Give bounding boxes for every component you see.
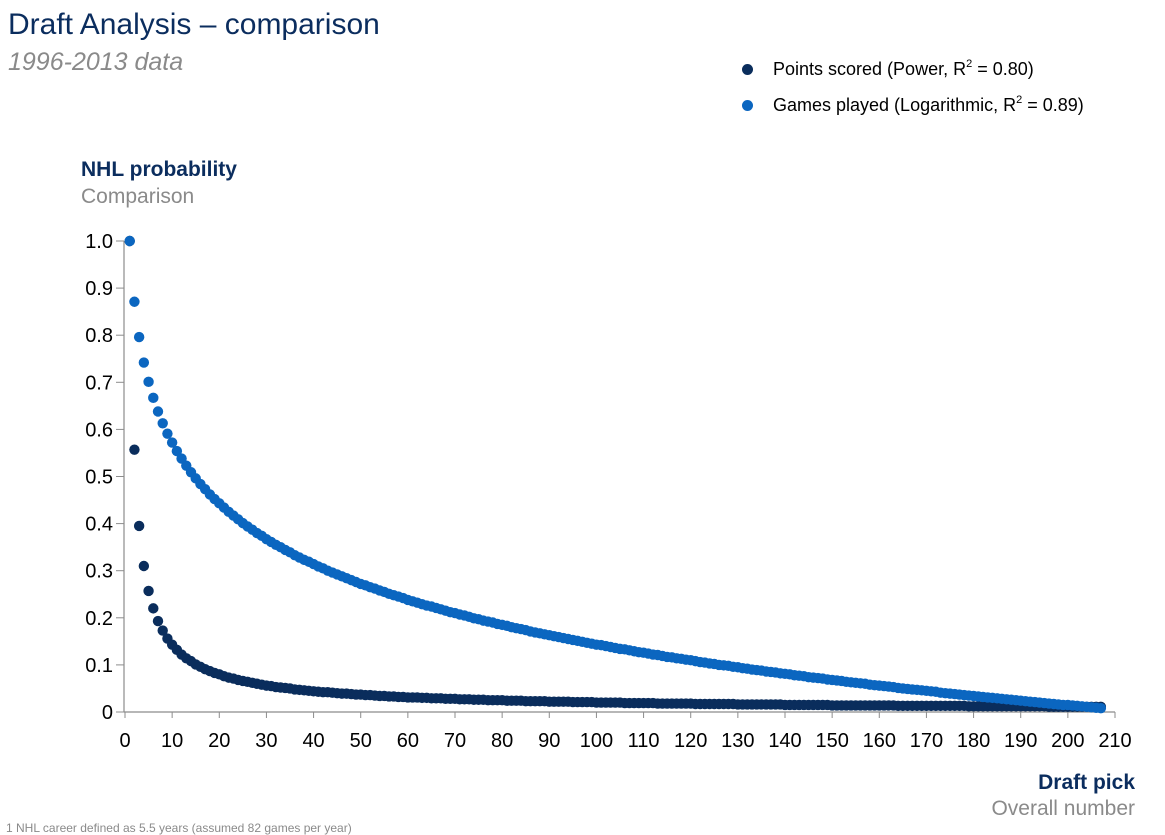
y-tick-label: 0 — [102, 702, 113, 724]
x-tick-label: 90 — [538, 730, 560, 752]
x-axis-subtitle: Overall number — [991, 797, 1135, 820]
x-tick-label: 80 — [491, 730, 513, 752]
legend-item-games-played: Games played (Logarithmic, R2 = 0.89) — [742, 94, 1084, 116]
legend-superscript: 2 — [966, 58, 973, 70]
data-point-games-played — [1095, 703, 1107, 714]
legend-superscript: 2 — [1016, 94, 1023, 106]
legend-text-tail: = 0.80) — [972, 59, 1034, 79]
data-point-games-played — [152, 406, 164, 417]
legend-label: Games played (Logarithmic, R2 = 0.89) — [773, 94, 1084, 116]
data-point-points-scored — [129, 444, 140, 455]
y-tick-label: 0.5 — [85, 467, 113, 489]
x-tick-label: 160 — [863, 730, 896, 752]
y-tick-label: 0.4 — [85, 514, 113, 536]
x-tick-label: 30 — [255, 730, 277, 752]
x-tick-label: 120 — [674, 730, 707, 752]
data-point-games-played — [166, 437, 178, 448]
data-point-points-scored — [138, 560, 150, 572]
legend-text: Games played (Logarithmic, R — [773, 95, 1017, 115]
y-tick-label: 0.7 — [85, 372, 113, 394]
x-tick-label: 190 — [1004, 730, 1037, 752]
x-tick-label: 200 — [1051, 730, 1084, 752]
x-tick-label: 20 — [208, 730, 230, 752]
y-tick-label: 0.9 — [85, 278, 113, 300]
x-tick-label: 150 — [815, 730, 848, 752]
x-tick-label: 10 — [161, 730, 183, 752]
data-point-games-played — [124, 235, 135, 247]
x-tick-label: 0 — [119, 730, 130, 752]
x-tick-label: 60 — [397, 730, 419, 752]
x-tick-label: 100 — [580, 730, 613, 752]
chart-subtitle: 1996-2013 data — [8, 48, 184, 76]
x-tick-label: 180 — [957, 730, 990, 752]
x-tick-label: 110 — [628, 730, 660, 752]
x-tick-label: 170 — [910, 730, 943, 752]
data-point-games-played — [138, 357, 150, 368]
data-point-points-scored — [152, 615, 164, 627]
x-tick-label: 130 — [721, 730, 754, 752]
legend-item-points-scored: Points scored (Power, R2 = 0.80) — [742, 58, 1034, 80]
data-point-games-played — [171, 445, 183, 457]
data-point-points-scored — [143, 585, 154, 597]
y-tick-label: 0.2 — [85, 608, 113, 630]
data-point-games-played — [148, 392, 159, 404]
y-tick-label: 0.3 — [85, 561, 113, 583]
x-tick-label: 70 — [444, 730, 466, 752]
data-point-points-scored — [133, 520, 145, 532]
data-point-games-played — [129, 296, 140, 307]
legend-marker-games-played — [742, 100, 753, 111]
x-tick-label: 40 — [302, 730, 324, 752]
x-tick-label: 210 — [1098, 730, 1131, 752]
legend-text-tail: = 0.89) — [1022, 95, 1084, 115]
y-tick-label: 0.8 — [85, 325, 113, 347]
x-axis-title: Draft pick — [1038, 771, 1135, 794]
y-axis-title: NHL probability — [81, 158, 237, 181]
y-tick-label: 0.6 — [85, 419, 113, 441]
chart-title: Draft Analysis – comparison — [8, 8, 380, 41]
y-axis-subtitle: Comparison — [81, 185, 195, 208]
x-tick-label: 50 — [350, 730, 372, 752]
data-point-games-played — [157, 418, 168, 429]
data-point-games-played — [133, 331, 145, 343]
data-point-points-scored — [148, 603, 159, 614]
y-tick-label: 0.1 — [85, 655, 113, 677]
data-point-games-played — [162, 428, 173, 439]
legend-text: Points scored (Power, R — [773, 59, 967, 79]
legend-label: Points scored (Power, R2 = 0.80) — [773, 58, 1034, 80]
data-point-games-played — [143, 376, 154, 388]
data-point-points-scored — [157, 625, 168, 636]
legend-marker-points-scored — [742, 64, 753, 75]
y-tick-label: 1.0 — [85, 231, 113, 253]
x-tick-label: 140 — [768, 730, 801, 752]
